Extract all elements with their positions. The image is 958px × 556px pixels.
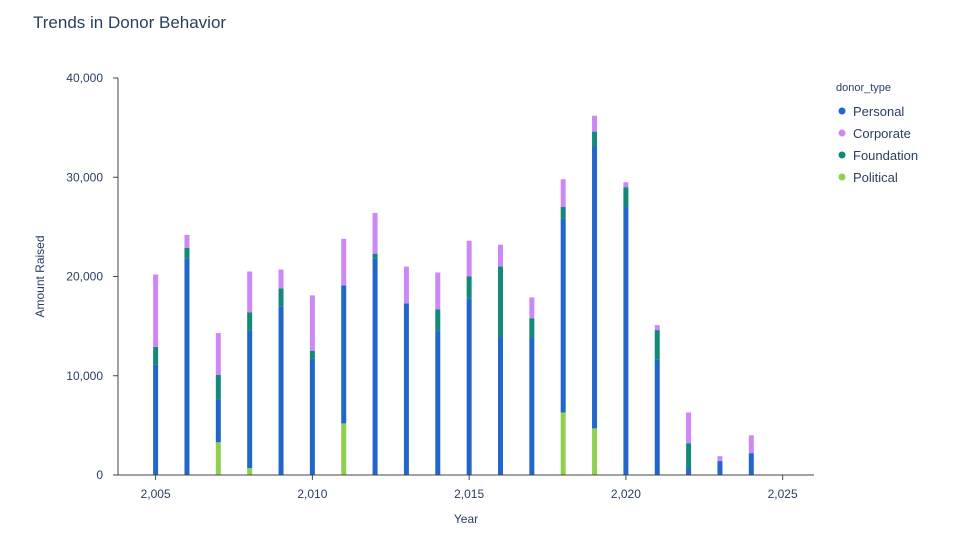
bar-personal-2006 bbox=[184, 258, 190, 475]
x-axis-title: Year bbox=[454, 512, 478, 526]
legend-label-personal: Personal bbox=[853, 104, 904, 119]
bar-corporate-2022 bbox=[686, 412, 692, 444]
bar-personal-2013 bbox=[403, 303, 409, 475]
y-tick-label: 10,000 bbox=[66, 369, 103, 383]
bar-personal-2017 bbox=[529, 338, 535, 475]
x-tick-label: 2,010 bbox=[297, 487, 327, 501]
y-tick-label: 20,000 bbox=[66, 270, 103, 284]
bar-personal-2016 bbox=[497, 337, 503, 475]
x-tick-label: 2,015 bbox=[454, 487, 484, 501]
bar-corporate-2010 bbox=[309, 295, 315, 351]
bar-personal-2012 bbox=[372, 258, 378, 475]
legend-label-corporate: Corporate bbox=[853, 126, 911, 141]
bar-political-2008 bbox=[247, 468, 253, 475]
bar-corporate-2016 bbox=[497, 244, 503, 267]
bar-personal-2014 bbox=[435, 331, 441, 475]
bar-personal-2021 bbox=[654, 359, 660, 475]
legend-title: donor_type bbox=[836, 82, 891, 94]
bar-foundation-2015 bbox=[466, 276, 472, 299]
bar-corporate-2020 bbox=[623, 182, 629, 188]
bar-personal-2009 bbox=[278, 306, 284, 475]
bar-corporate-2021 bbox=[654, 325, 660, 331]
bar-corporate-2007 bbox=[215, 333, 221, 375]
bar-foundation-2014 bbox=[435, 309, 441, 332]
bar-foundation-2008 bbox=[247, 312, 253, 331]
legend-label-political: Political bbox=[853, 170, 898, 185]
bar-personal-2005 bbox=[153, 364, 159, 475]
bar-personal-2015 bbox=[466, 298, 472, 475]
bar-personal-2011 bbox=[341, 285, 347, 424]
bar-political-2019 bbox=[592, 428, 598, 475]
bar-corporate-2009 bbox=[278, 269, 284, 289]
legend-item-political[interactable]: Political bbox=[838, 170, 898, 185]
bar-corporate-2019 bbox=[592, 115, 598, 132]
y-tick-label: 30,000 bbox=[66, 170, 103, 184]
bar-personal-2024 bbox=[748, 453, 754, 475]
bar-foundation-2020 bbox=[623, 187, 629, 208]
legend-marker-corporate bbox=[838, 129, 846, 137]
legend-item-corporate[interactable]: Corporate bbox=[838, 126, 911, 141]
bar-foundation-2022 bbox=[686, 443, 692, 469]
bar-corporate-2023 bbox=[717, 456, 723, 462]
chart-title: Trends in Donor Behavior bbox=[33, 13, 227, 32]
x-tick-label: 2,025 bbox=[768, 487, 798, 501]
bar-personal-2020 bbox=[623, 207, 629, 475]
bar-corporate-2012 bbox=[372, 212, 378, 254]
y-tick-label: 0 bbox=[96, 468, 103, 482]
bar-corporate-2024 bbox=[748, 435, 754, 454]
bar-foundation-2009 bbox=[278, 288, 284, 307]
bars-layer bbox=[153, 115, 754, 475]
legend: donor_type Personal Corporate Foundation Pol… bbox=[836, 82, 918, 185]
legend-marker-personal bbox=[838, 107, 846, 115]
bar-corporate-2011 bbox=[341, 238, 347, 286]
bar-foundation-2017 bbox=[529, 318, 535, 339]
legend-marker-foundation bbox=[838, 151, 846, 159]
legend-item-foundation[interactable]: Foundation bbox=[838, 148, 919, 163]
bar-foundation-2021 bbox=[654, 330, 660, 360]
y-axis-title: Amount Raised bbox=[33, 235, 47, 317]
bar-corporate-2008 bbox=[247, 271, 253, 313]
axes-layer: 0 10,000 20,000 30,000 40,000 2,005 2,010 2,015… bbox=[33, 71, 814, 526]
bar-corporate-2005 bbox=[153, 274, 159, 347]
bar-personal-2007 bbox=[215, 399, 221, 443]
bar-corporate-2018 bbox=[560, 179, 566, 208]
bar-foundation-2016 bbox=[497, 266, 503, 338]
bar-personal-2019 bbox=[592, 146, 598, 429]
bar-foundation-2006 bbox=[184, 247, 190, 259]
bar-personal-2023 bbox=[717, 461, 723, 475]
bar-corporate-2013 bbox=[403, 266, 409, 304]
legend-label-foundation: Foundation bbox=[853, 148, 918, 163]
bar-personal-2018 bbox=[560, 218, 566, 413]
bar-foundation-2018 bbox=[560, 207, 566, 219]
bar-foundation-2007 bbox=[215, 374, 221, 400]
bar-corporate-2017 bbox=[529, 297, 535, 319]
bar-political-2018 bbox=[560, 412, 566, 475]
x-tick-label: 2,020 bbox=[611, 487, 641, 501]
bar-foundation-2012 bbox=[372, 253, 378, 259]
y-tick-label: 40,000 bbox=[66, 71, 103, 85]
bar-political-2007 bbox=[215, 442, 221, 475]
bar-political-2011 bbox=[341, 423, 347, 475]
bar-personal-2010 bbox=[309, 358, 315, 475]
bar-foundation-2010 bbox=[309, 350, 315, 359]
bar-personal-2022 bbox=[686, 468, 692, 475]
bar-foundation-2019 bbox=[592, 131, 598, 147]
bar-corporate-2015 bbox=[466, 240, 472, 277]
bar-foundation-2005 bbox=[153, 346, 159, 365]
bar-personal-2008 bbox=[247, 330, 253, 469]
x-tick-label: 2,005 bbox=[141, 487, 171, 501]
bar-corporate-2014 bbox=[435, 272, 441, 310]
legend-marker-political bbox=[838, 173, 846, 181]
legend-item-personal[interactable]: Personal bbox=[838, 104, 905, 119]
bar-corporate-2006 bbox=[184, 234, 190, 248]
